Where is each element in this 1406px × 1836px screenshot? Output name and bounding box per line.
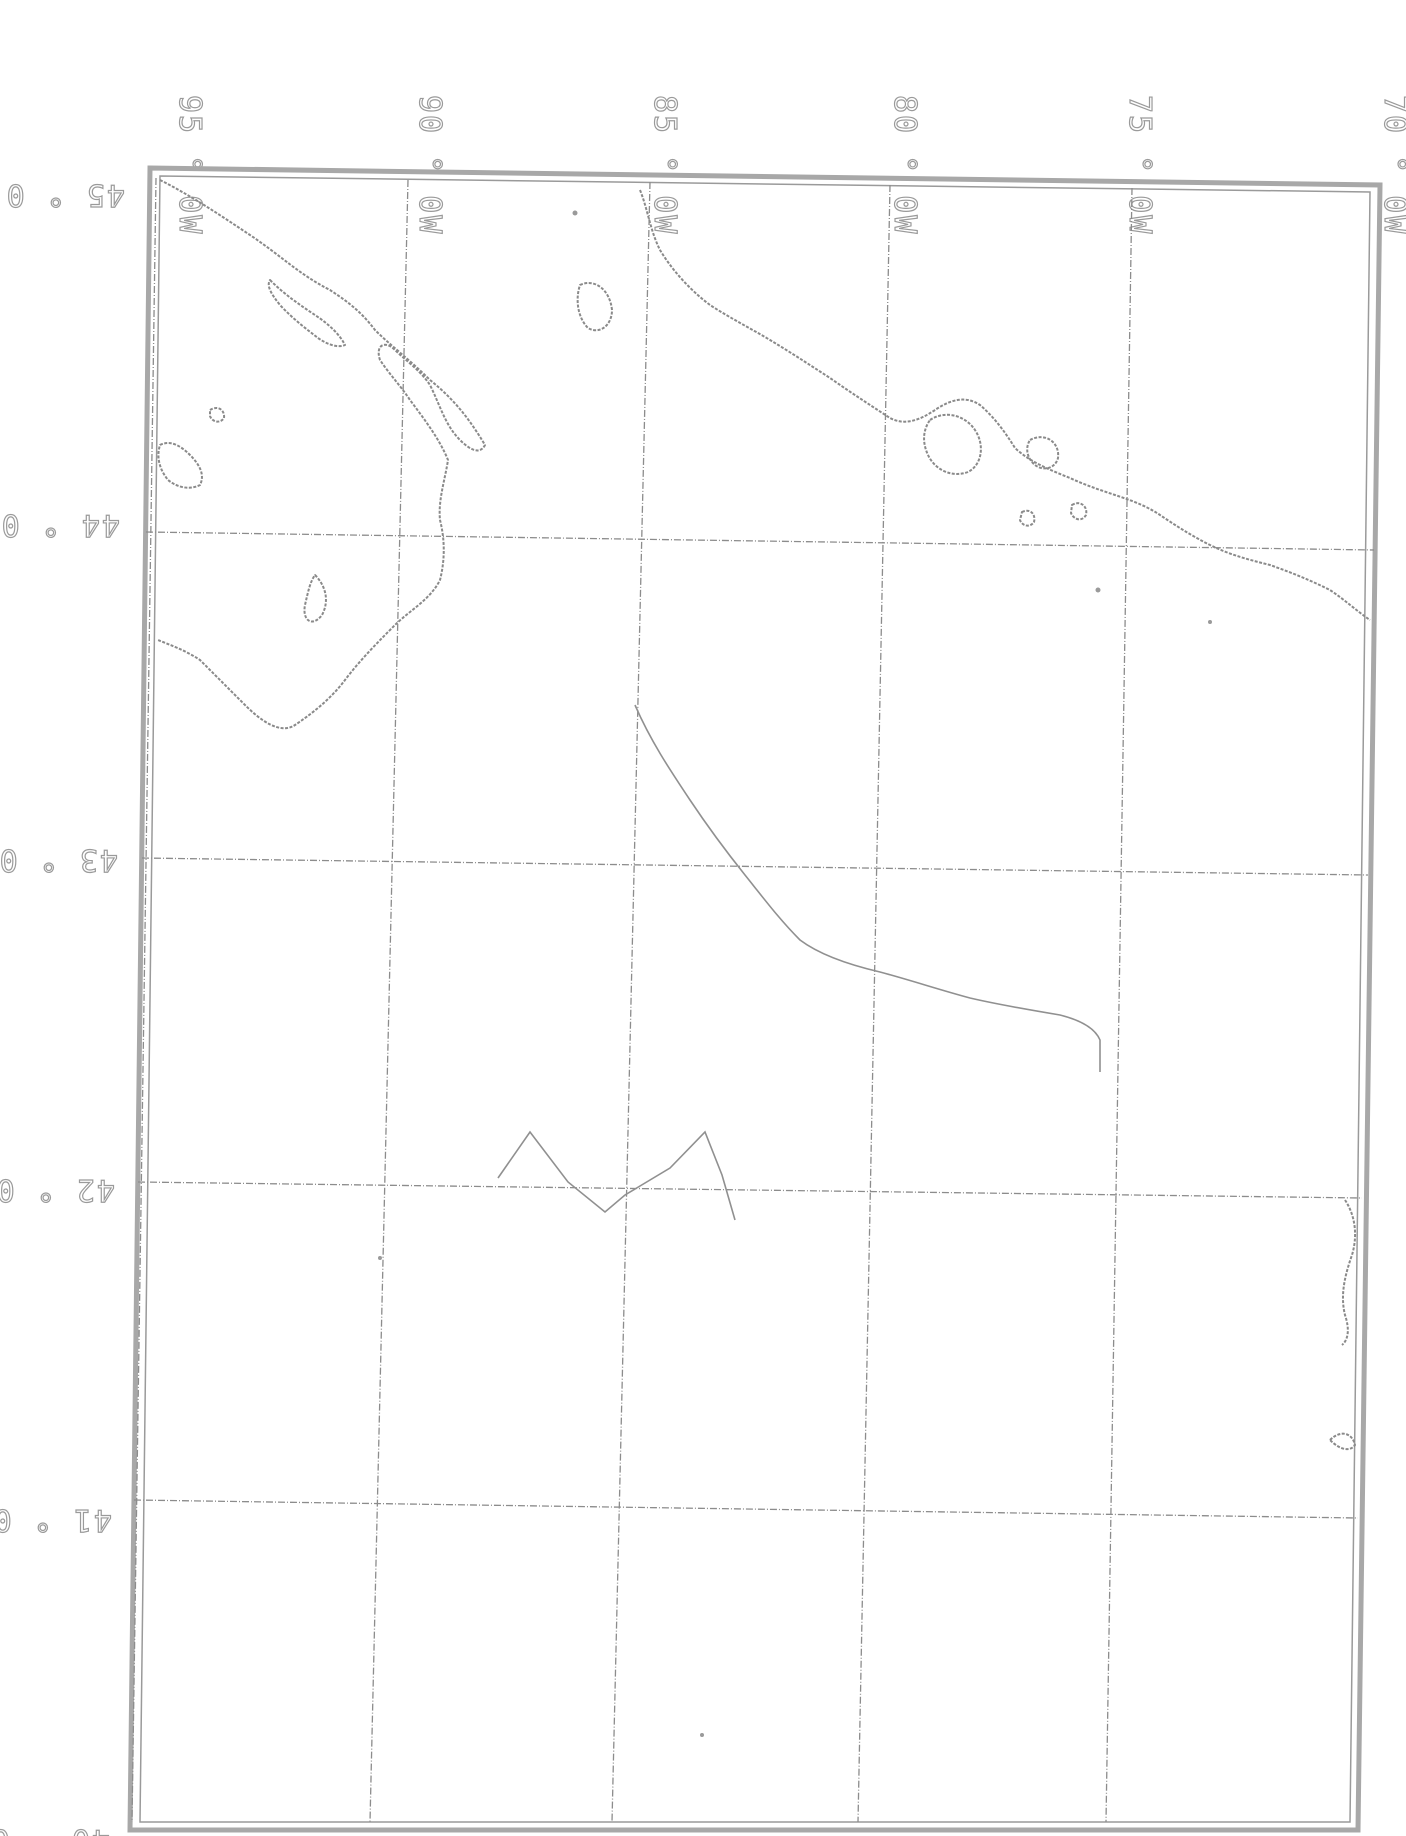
coastline-inner-bay bbox=[267, 279, 346, 348]
lat-label-40n: 40 ° 0 bbox=[0, 1822, 110, 1836]
speck bbox=[378, 1256, 382, 1260]
meridian-80w bbox=[857, 184, 891, 1823]
lat-label-44n: 44 ° 0' bbox=[0, 507, 120, 542]
lon-label-90w: 90 ° 0W bbox=[412, 95, 447, 235]
specks bbox=[378, 210, 1212, 1737]
lon-label-95w: 95 ° 0W bbox=[172, 95, 207, 235]
coastline-small-island-a bbox=[1019, 509, 1036, 527]
speck bbox=[1095, 587, 1101, 593]
coastline-east-islands bbox=[1026, 436, 1060, 470]
lat-label-45n: 45 ° 0' bbox=[0, 177, 125, 212]
parallel-44n bbox=[145, 531, 1375, 551]
tracks bbox=[497, 704, 1101, 1221]
coastline-west-shore bbox=[157, 442, 203, 489]
lat-label-42n: 42 ° 0 bbox=[0, 1172, 115, 1207]
coastlines bbox=[157, 179, 1371, 1451]
longitude-labels: 95 ° 0W 90 ° 0W 85 ° 0W 80 ° 0W 75 ° 0W … bbox=[171, 94, 1406, 236]
coastline-east-triangle bbox=[1329, 1432, 1356, 1451]
coastline-small-island-b bbox=[1070, 502, 1088, 521]
parallel-43n bbox=[141, 857, 1369, 876]
coastline-east-bay bbox=[923, 413, 982, 475]
meridian-90w bbox=[369, 179, 409, 1823]
lat-label-41n: 41 ° 0 bbox=[0, 1502, 112, 1537]
graticule bbox=[131, 177, 1375, 1823]
parallel-42n bbox=[137, 1181, 1363, 1199]
speck bbox=[700, 1733, 704, 1737]
coastline-northwest-lake bbox=[157, 179, 486, 730]
track-zigzag bbox=[497, 1130, 736, 1221]
latitude-labels: 45 ° 0' 44 ° 0' 43 ° 0' 42 ° 0 41 ° 0 40… bbox=[0, 176, 126, 1836]
coastline-north-island bbox=[576, 282, 613, 332]
lat-label-43n: 43 ° 0' bbox=[0, 842, 118, 877]
speck bbox=[1208, 620, 1212, 624]
coastline-peninsula bbox=[303, 574, 327, 623]
speck bbox=[572, 210, 578, 216]
meridian-75w bbox=[1105, 187, 1133, 1823]
parallel-41n bbox=[133, 1499, 1359, 1519]
coastline-east-margin bbox=[1341, 1199, 1357, 1346]
meridian-85w bbox=[611, 181, 651, 1823]
lon-label-85w: 85 ° 0W bbox=[647, 95, 682, 235]
track-diagonal bbox=[634, 704, 1101, 1072]
map-frame bbox=[127, 165, 1383, 1833]
coastline-northeast-shore bbox=[639, 189, 1371, 621]
map-frame-inner bbox=[139, 175, 1371, 1823]
coastline-island-1 bbox=[209, 407, 226, 423]
meridian-95w bbox=[131, 177, 157, 1823]
lon-label-75w: 75 ° 0W bbox=[1122, 95, 1157, 235]
lon-label-80w: 80 ° 0W bbox=[887, 95, 922, 235]
